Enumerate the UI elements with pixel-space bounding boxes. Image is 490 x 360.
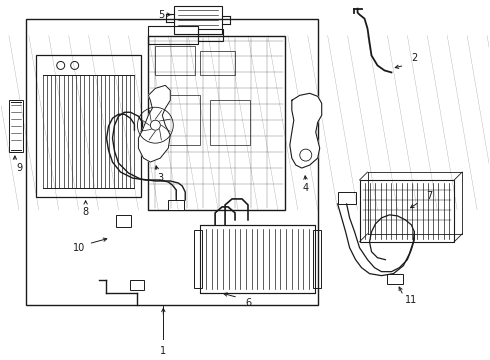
Bar — [26, 19, 318, 305]
Bar — [155, 45, 195, 75]
Bar — [210, 100, 250, 145]
Bar — [194, 230, 202, 288]
Text: 10: 10 — [73, 243, 85, 253]
Polygon shape — [138, 85, 171, 162]
Bar — [116, 215, 131, 227]
Bar — [295, 108, 317, 126]
Bar — [200, 50, 235, 75]
Bar — [148, 36, 285, 210]
Bar — [200, 225, 315, 293]
Bar — [360, 180, 454, 242]
Bar — [168, 200, 184, 210]
Text: 2: 2 — [411, 54, 417, 63]
Bar — [9, 100, 23, 152]
Text: 6: 6 — [245, 297, 251, 307]
Bar — [130, 280, 145, 289]
Text: 7: 7 — [426, 191, 432, 201]
Text: 11: 11 — [405, 294, 417, 305]
Text: 1: 1 — [160, 346, 167, 356]
Bar — [174, 6, 222, 33]
Text: 9: 9 — [17, 163, 23, 173]
Bar — [297, 132, 315, 147]
Polygon shape — [290, 93, 322, 168]
Bar — [198, 28, 223, 41]
Bar — [313, 230, 321, 288]
Text: 8: 8 — [82, 207, 89, 217]
Text: 3: 3 — [157, 173, 163, 183]
Bar — [388, 274, 403, 284]
Bar — [36, 55, 142, 197]
Text: 5: 5 — [158, 10, 165, 20]
Bar — [338, 192, 356, 204]
Text: 4: 4 — [303, 183, 309, 193]
Bar — [155, 95, 200, 145]
Bar — [148, 26, 198, 44]
